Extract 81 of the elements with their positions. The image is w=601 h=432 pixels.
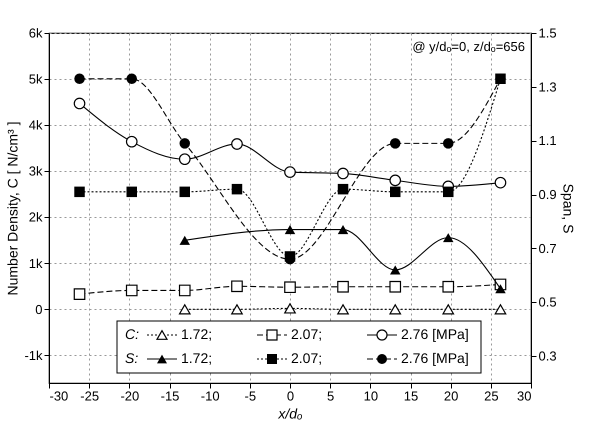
x-tick-label: -25 [80, 388, 100, 404]
point [389, 174, 402, 186]
point [126, 284, 138, 296]
x-tick-label: 15 [404, 388, 418, 404]
x-tick-label: -30 [50, 388, 68, 404]
x-tick-label: 10 [364, 388, 378, 404]
y-tick-label: 4k [28, 118, 43, 133]
legend-label: 2.76 [MPa] [401, 326, 469, 342]
point [495, 284, 506, 294]
point [231, 138, 243, 150]
x-tick-label: -20 [120, 388, 140, 404]
legend-label: 1.72; [181, 350, 212, 366]
x-tick-label: -5 [244, 388, 256, 404]
point [178, 153, 191, 166]
point [232, 184, 242, 194]
point [74, 186, 85, 198]
y-tick-label: 3k [28, 164, 43, 179]
point [389, 304, 402, 314]
point [389, 280, 402, 293]
y-axis-title: Number Density, C [ N/cm³ ] [4, 122, 20, 296]
y-tick-label: 6k [28, 26, 43, 40]
point [494, 304, 506, 314]
annotation: @ y/dₒ=0, z/dₒ=656 [412, 39, 525, 54]
y2-axis-title: Span, S [560, 184, 577, 234]
legend-label: 2.07; [291, 350, 322, 366]
point [180, 236, 190, 245]
point [180, 138, 190, 149]
y2-tick-label: 0.3 [538, 348, 557, 364]
point [337, 168, 349, 180]
point [231, 304, 243, 314]
point [390, 265, 400, 274]
point [442, 304, 454, 314]
y2-tick-label: 0.7 [538, 240, 557, 256]
x-tick-label: 20 [444, 388, 458, 404]
point [443, 138, 454, 149]
y2-tick-label: 1.3 [538, 79, 557, 94]
point [126, 186, 137, 198]
point [390, 186, 400, 198]
x-tick-label: 30 [517, 388, 532, 404]
annotation: C: [125, 326, 140, 342]
legend-label: 1.72; [181, 326, 212, 342]
point [390, 138, 400, 149]
x-tick-label: 25 [484, 388, 499, 404]
point [178, 304, 191, 314]
legend-label: 2.07; [291, 326, 322, 342]
point [74, 288, 86, 300]
point [180, 186, 190, 198]
y-tick-label: 5k [28, 72, 43, 87]
y-tick-label: 0 [35, 302, 42, 317]
y2-tick-label: 1.5 [538, 26, 557, 40]
point [284, 166, 296, 178]
point [284, 303, 296, 314]
annotation: S: [125, 350, 138, 366]
y2-tick-label: 0.9 [538, 187, 557, 202]
x-tick-label: -15 [160, 388, 180, 404]
y-tick-label: 1k [28, 256, 43, 271]
point [231, 280, 243, 292]
point [338, 224, 348, 234]
x-tick-label: 5 [327, 388, 334, 404]
point [337, 280, 349, 293]
point [74, 98, 86, 110]
x-axis-title: x/dₒ [277, 406, 303, 422]
y2-tick-label: 0.5 [538, 294, 557, 310]
point [126, 136, 138, 148]
y-tick-label: 2k [28, 210, 43, 225]
point [338, 184, 348, 194]
point [74, 74, 85, 84]
point [284, 224, 296, 234]
point [284, 281, 296, 294]
x-tick-label: -10 [200, 388, 220, 404]
y-tick-label: -1k [24, 348, 43, 363]
x-tick-label: 0 [286, 388, 294, 404]
point [337, 304, 349, 314]
point [126, 74, 137, 84]
point [494, 176, 506, 189]
point [443, 233, 454, 242]
y2-tick-label: 1.1 [538, 133, 557, 148]
point [442, 280, 454, 293]
point [178, 284, 191, 296]
legend-label: 2.76 [MPa] [401, 350, 469, 366]
point [443, 186, 454, 198]
